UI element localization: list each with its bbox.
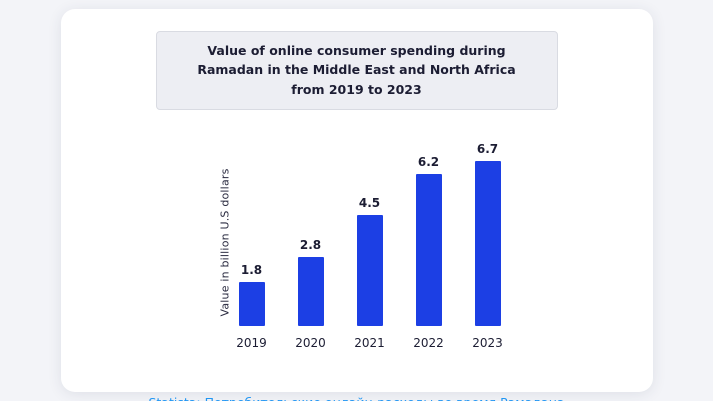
bar-group[interactable]: 4.5 2021 xyxy=(354,196,385,350)
bar-group[interactable]: 6.2 2022 xyxy=(413,155,444,350)
bar[interactable] xyxy=(297,257,324,327)
y-axis-label-wrap: Value in billion U.S dollars xyxy=(213,128,239,356)
bar[interactable] xyxy=(356,215,383,327)
bars: 1.8 2019 2.8 2020 4.5 2021 6.2 2022 6.7 2023 xyxy=(236,128,503,356)
source-link[interactable]: Statista: Потребительские онлайн-расходы… xyxy=(148,395,564,401)
bar-group[interactable]: 2.8 2020 xyxy=(295,238,326,350)
chart-title: Value of online consumer spending during… xyxy=(155,31,558,111)
chart-area: Value in billion U.S dollars 1.8 2019 2.8 2… xyxy=(61,128,653,356)
source-row: Statista: Потребительские онлайн-расходы… xyxy=(61,392,653,401)
bar[interactable] xyxy=(474,161,501,327)
bar-group[interactable]: 1.8 2019 xyxy=(236,263,267,350)
x-tick-label: 2020 xyxy=(295,336,326,351)
x-tick-label: 2023 xyxy=(472,336,503,351)
x-tick-label: 2019 xyxy=(236,336,267,351)
bar-value-label: 2.8 xyxy=(299,238,322,253)
bar-value-label: 4.5 xyxy=(358,196,381,211)
bar-value-label: 1.8 xyxy=(240,263,263,278)
chart-card: Value of online consumer spending during… xyxy=(60,9,653,401)
x-tick-label: 2022 xyxy=(413,336,444,351)
bar-group[interactable]: 6.7 2023 xyxy=(472,142,503,350)
bar-value-label: 6.7 xyxy=(476,142,499,157)
bar[interactable] xyxy=(415,174,442,327)
x-tick-label: 2021 xyxy=(354,336,385,351)
bar-value-label: 6.2 xyxy=(417,155,440,170)
y-axis-label: Value in billion U.S dollars xyxy=(219,168,232,317)
bar[interactable] xyxy=(238,282,265,327)
